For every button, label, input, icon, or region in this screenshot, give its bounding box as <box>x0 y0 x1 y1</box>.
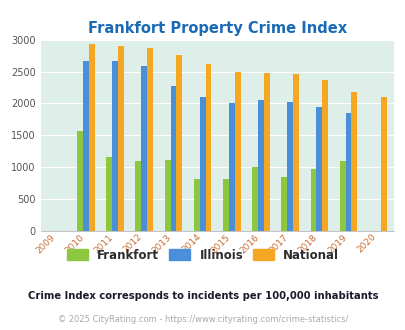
Title: Frankfort Property Crime Index: Frankfort Property Crime Index <box>87 21 346 36</box>
Bar <box>199 97 205 231</box>
Bar <box>112 61 118 231</box>
Bar <box>147 48 153 231</box>
Bar <box>380 97 386 231</box>
Text: © 2025 CityRating.com - https://www.cityrating.com/crime-statistics/: © 2025 CityRating.com - https://www.city… <box>58 315 347 324</box>
Bar <box>83 61 89 231</box>
Bar <box>205 64 211 231</box>
Bar <box>315 107 322 231</box>
Bar <box>310 169 315 231</box>
Bar <box>135 161 141 231</box>
Bar <box>222 179 228 231</box>
Text: Crime Index corresponds to incidents per 100,000 inhabitants: Crime Index corresponds to incidents per… <box>28 291 377 301</box>
Bar <box>193 179 199 231</box>
Bar <box>258 100 263 231</box>
Bar <box>287 102 292 231</box>
Bar <box>234 72 240 231</box>
Bar <box>170 85 176 231</box>
Bar <box>176 55 182 231</box>
Bar <box>164 159 170 231</box>
Bar <box>89 44 94 231</box>
Bar <box>106 157 112 231</box>
Bar <box>339 161 345 231</box>
Bar <box>292 74 298 231</box>
Bar <box>281 178 287 231</box>
Legend: Frankfort, Illinois, National: Frankfort, Illinois, National <box>62 244 343 266</box>
Bar <box>77 130 83 231</box>
Bar <box>263 73 269 231</box>
Bar <box>228 103 234 231</box>
Bar <box>322 80 327 231</box>
Bar <box>351 92 356 231</box>
Bar <box>118 46 124 231</box>
Bar <box>252 167 258 231</box>
Bar <box>345 113 351 231</box>
Bar <box>141 66 147 231</box>
